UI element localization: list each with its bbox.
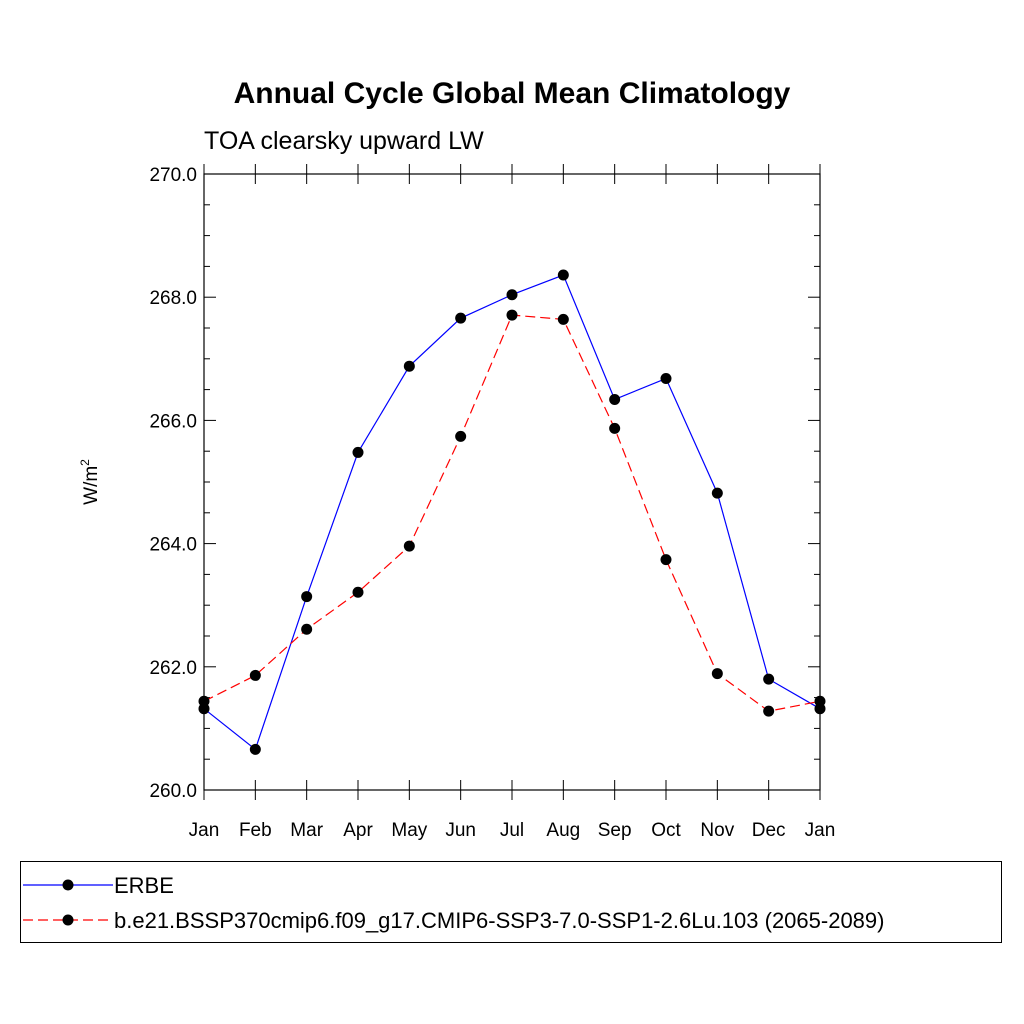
series-1-point [352,446,364,458]
series-2-point [506,309,518,321]
series-2-point [711,668,723,680]
y-axis-label-text: W/m [81,466,102,505]
legend: ERBE b.e21.BSSP370cmip6.f09_g17.CMIP6-SSP… [20,861,1002,943]
series-2-point [301,623,313,635]
chart-title: Annual Cycle Global Mean Climatology [234,77,791,110]
legend-label-2: b.e21.BSSP370cmip6.f09_g17.CMIP6-SSP3-7.… [114,908,884,933]
chart-subtitle: TOA clearsky upward LW [204,127,484,155]
x-tick-label: Dec [752,820,786,841]
x-tick-label: Jan [189,820,220,841]
y-tick-label: 264.0 [149,535,197,556]
x-tick-label: Mar [290,820,323,841]
y-tick-label: 268.0 [149,288,197,309]
series-2-point [352,586,364,598]
series-1-point [711,487,723,499]
series-1-point [660,373,672,385]
series-1-point [609,393,621,405]
series-2-point [660,554,672,566]
series-1-point [249,743,261,755]
series-1-point [557,269,569,281]
x-tick-label: Sep [598,820,632,841]
legend-label-1: ERBE [114,873,174,898]
y-tick-label: 260.0 [149,781,197,802]
legend-marker-2 [62,914,74,926]
plot-area: 260.0 262.0 264.0 266.0 268.0 270.0 Jan Feb Mar A… [149,164,835,841]
y-axis-label: W/m2 [78,459,102,505]
series-1-point [506,289,518,301]
series-1-point [301,591,313,603]
series-2-point [763,705,775,717]
series-2-point [557,313,569,325]
y-tick-label: 270.0 [149,165,197,186]
y-tick-label: 262.0 [149,658,197,679]
legend-items: ERBE b.e21.BSSP370cmip6.f09_g17.CMIP6-SSP… [23,873,884,933]
x-tick-label: May [391,820,427,841]
legend-marker-1 [62,879,74,891]
series-line-2 [203,314,821,712]
x-tick-label: Feb [239,820,272,841]
series-2-point [249,669,261,681]
series-line-1 [203,274,821,751]
series-1-point [455,312,467,324]
series-2-point [609,422,621,434]
x-tick-label: Jul [500,820,524,841]
x-tick-label: Apr [343,820,373,841]
x-tick-label: Jun [445,820,476,841]
x-tick-label: Oct [651,820,681,841]
series-2-point [198,695,210,707]
y-tick-label: 266.0 [149,411,197,432]
series-2-point [814,695,826,707]
series-2-point [403,540,415,552]
x-tick-label: Jan [805,820,836,841]
plot-frame [203,173,821,791]
series-1-point [403,360,415,372]
series-1-point [763,673,775,685]
y-axis-label-superscript: 2 [78,459,92,466]
x-tick-label: Aug [546,820,580,841]
x-tick-label: Nov [700,820,734,841]
series-2-point [455,430,467,442]
